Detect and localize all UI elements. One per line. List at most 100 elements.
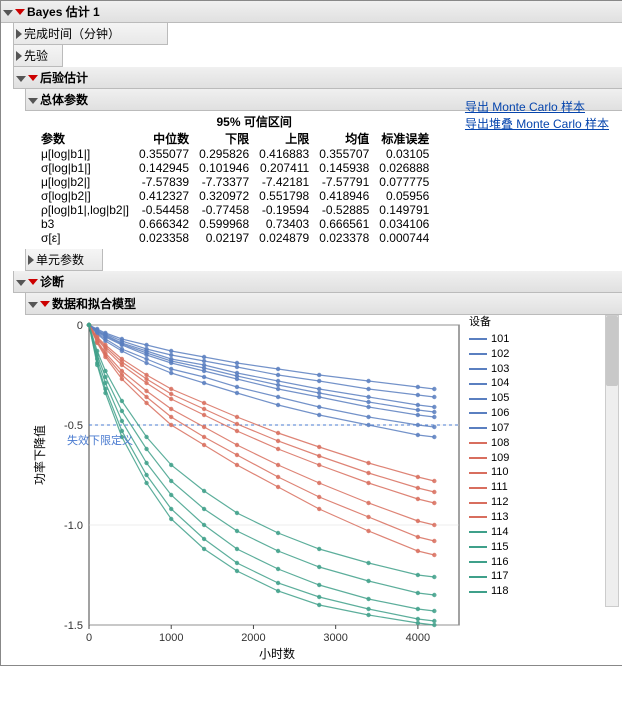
prior-header[interactable]: 先验 [13, 45, 63, 67]
legend-item[interactable]: 115 [469, 540, 509, 555]
export-mc-link[interactable]: 导出 Monte Carlo 样本 [465, 99, 609, 116]
legend-item[interactable]: 101 [469, 332, 509, 347]
cell-mean: 0.666561 [319, 217, 379, 231]
legend-color-icon [469, 398, 487, 400]
cell-param: b3 [41, 217, 139, 231]
legend-item[interactable]: 105 [469, 391, 509, 406]
legend-label: 102 [491, 347, 509, 362]
red-menu-icon[interactable] [28, 277, 38, 287]
svg-text:1000: 1000 [159, 632, 183, 644]
posterior-label: 后验估计 [40, 69, 88, 86]
cell-se: 0.149791 [379, 203, 439, 217]
posterior-header[interactable]: 后验估计 [13, 67, 622, 89]
legend-color-icon [469, 442, 487, 444]
cell-mean: -0.52885 [319, 203, 379, 217]
table-row: σ[ε]0.0233580.021970.0248790.0233780.000… [41, 231, 439, 245]
cell-mean: 0.355707 [319, 147, 379, 161]
cell-median: -7.57839 [139, 175, 199, 189]
cell-lower: 0.320972 [199, 189, 259, 203]
scrollbar-thumb[interactable] [606, 316, 618, 386]
legend-item[interactable]: 102 [469, 347, 509, 362]
cell-median: 0.142945 [139, 161, 199, 175]
cell-se: 0.000744 [379, 231, 439, 245]
finish-time-header[interactable]: 完成时间（分钟） [13, 23, 168, 45]
table-row: b30.6663420.5999680.734030.6665610.03410… [41, 217, 439, 231]
cell-se: 0.026888 [379, 161, 439, 175]
export-stacked-mc-link[interactable]: 导出堆叠 Monte Carlo 样本 [465, 116, 609, 133]
disclosure-closed-icon[interactable] [28, 255, 34, 265]
legend-item[interactable]: 117 [469, 569, 509, 584]
legend-label: 117 [491, 569, 509, 584]
cell-se: 0.03105 [379, 147, 439, 161]
disclosure-open-icon[interactable] [16, 280, 26, 286]
legend-item[interactable]: 103 [469, 362, 509, 377]
cell-median: 0.355077 [139, 147, 199, 161]
cell-upper: -0.19594 [259, 203, 319, 217]
col-param: 参数 [41, 130, 139, 147]
legend-label: 118 [491, 584, 509, 599]
legend-item[interactable]: 111 [469, 480, 509, 495]
unit-params-label: 单元参数 [36, 251, 84, 268]
legend-color-icon [469, 353, 487, 355]
disclosure-open-icon[interactable] [28, 98, 38, 104]
legend-item[interactable]: 106 [469, 406, 509, 421]
bayes-title-header[interactable]: Bayes 估计 1 [1, 1, 622, 23]
disclosure-open-icon[interactable] [16, 76, 26, 82]
cell-lower: 0.02197 [199, 231, 259, 245]
col-median: 中位数 [139, 130, 199, 147]
legend-item[interactable]: 109 [469, 451, 509, 466]
disclosure-open-icon[interactable] [3, 10, 13, 16]
legend-label: 116 [491, 555, 509, 570]
svg-text:-0.5: -0.5 [64, 420, 83, 432]
red-menu-icon[interactable] [28, 73, 38, 83]
legend-title: 设备 [469, 315, 509, 330]
params-table: 95% 可信区间 参数 中位数 下限 上限 均值 标准误差 μ[log|b1|]… [41, 113, 439, 245]
legend-color-icon [469, 412, 487, 414]
legend-item[interactable]: 114 [469, 525, 509, 540]
cell-param: σ[log|b2|] [41, 189, 139, 203]
diagnostics-header[interactable]: 诊断 [13, 271, 622, 293]
table-row: ρ[log|b1|,log|b2|]-0.54458-0.77458-0.195… [41, 203, 439, 217]
cell-lower: -7.73377 [199, 175, 259, 189]
legend-color-icon [469, 472, 487, 474]
legend-item[interactable]: 118 [469, 584, 509, 599]
legend-label: 108 [491, 436, 509, 451]
legend-item[interactable]: 112 [469, 495, 509, 510]
unit-params-header[interactable]: 单元参数 [25, 249, 103, 271]
legend-item[interactable]: 116 [469, 555, 509, 570]
table-header-row: 参数 中位数 下限 上限 均值 标准误差 [41, 130, 439, 147]
disclosure-closed-icon[interactable] [16, 51, 22, 61]
finish-time-label: 完成时间（分钟） [24, 25, 120, 42]
chart-panel: 0-0.5-1.0-1.501000200030004000 失效下限定义 功率… [29, 315, 622, 665]
svg-text:2000: 2000 [241, 632, 265, 644]
legend-item[interactable]: 108 [469, 436, 509, 451]
col-mean: 均值 [319, 130, 379, 147]
legend-color-icon [469, 516, 487, 518]
table-row: σ[log|b2|]0.4123270.3209720.5517980.4189… [41, 189, 439, 203]
data-fit-header[interactable]: 数据和拟合模型 [25, 293, 622, 315]
disclosure-closed-icon[interactable] [16, 29, 22, 39]
cell-median: -0.54458 [139, 203, 199, 217]
legend-item[interactable]: 113 [469, 510, 509, 525]
cell-param: ρ[log|b1|,log|b2|] [41, 203, 139, 217]
cell-upper: 0.551798 [259, 189, 319, 203]
legend-label: 105 [491, 391, 509, 406]
legend-item[interactable]: 107 [469, 421, 509, 436]
disclosure-open-icon[interactable] [28, 302, 38, 308]
legend-label: 113 [491, 510, 509, 525]
legend-label: 114 [491, 525, 509, 540]
legend-color-icon [469, 576, 487, 578]
table-row: μ[log|b2|]-7.57839-7.73377-7.42181-7.577… [41, 175, 439, 189]
legend-color-icon [469, 427, 487, 429]
col-upper: 上限 [259, 130, 319, 147]
legend-item[interactable]: 104 [469, 376, 509, 391]
legend-item[interactable]: 110 [469, 465, 509, 480]
red-menu-icon[interactable] [40, 299, 50, 309]
legend-color-icon [469, 383, 487, 385]
legend-scrollbar[interactable] [605, 315, 619, 607]
cell-median: 0.412327 [139, 189, 199, 203]
red-menu-icon[interactable] [15, 7, 25, 17]
legend-color-icon [469, 338, 487, 340]
legend-label: 107 [491, 421, 509, 436]
legend-label: 106 [491, 406, 509, 421]
